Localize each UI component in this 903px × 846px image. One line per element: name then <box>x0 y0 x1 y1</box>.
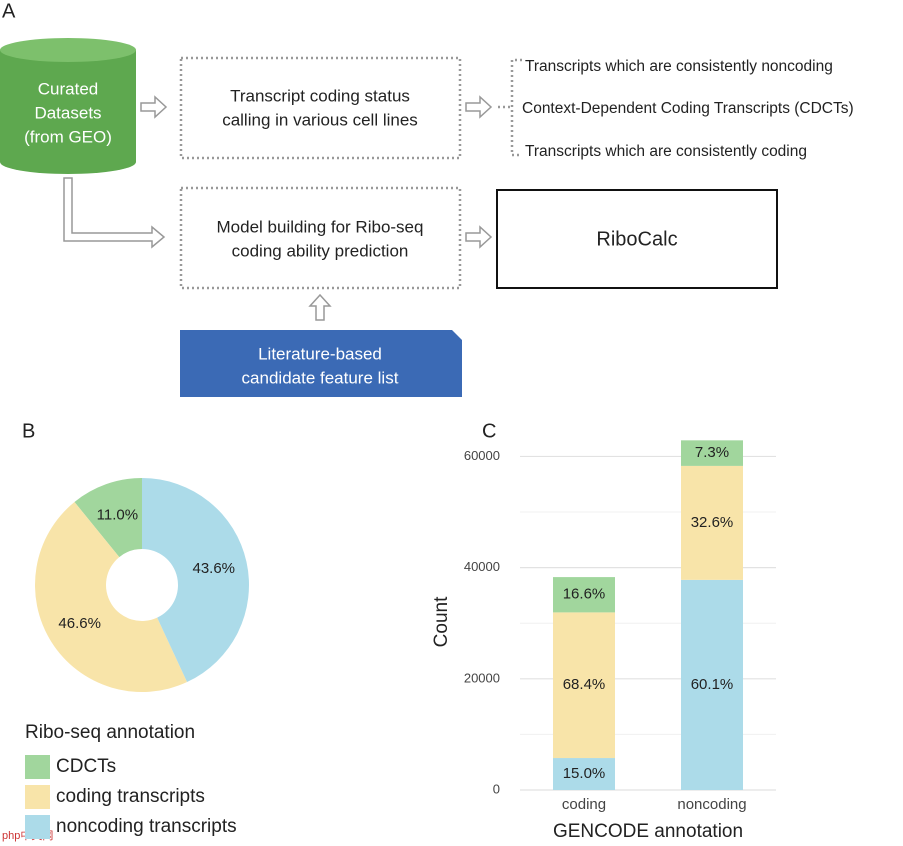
output-text: Transcripts which are consistently codin… <box>525 143 807 160</box>
arrow <box>308 293 332 321</box>
features-text: candidate feature list <box>242 368 399 387</box>
source-text: Curated <box>38 79 98 98</box>
legend-swatch <box>25 755 50 779</box>
bar-segment <box>681 579 743 790</box>
slice-label: 46.6% <box>58 615 101 632</box>
y-tick-label: 40000 <box>464 559 500 574</box>
legend-swatch <box>25 785 50 809</box>
status-text: Transcript coding status <box>230 86 410 105</box>
bar-segment <box>553 612 615 759</box>
y-tick-label: 0 <box>493 781 500 796</box>
result-box <box>496 189 778 289</box>
bracket <box>498 58 522 157</box>
legend-swatch <box>25 815 50 839</box>
bar-segment <box>681 465 743 580</box>
status-box <box>179 56 462 160</box>
features-text: Literature-based <box>258 344 382 363</box>
legend-title: Ribo-seq annotation <box>25 722 195 743</box>
result-text: RiboCalc <box>596 228 677 250</box>
model-text: Model building for Ribo-seq <box>217 217 424 236</box>
segment-label: 32.6% <box>691 514 734 531</box>
arrow <box>140 95 168 119</box>
segment-label: 15.0% <box>563 765 606 782</box>
status-text: calling in various cell lines <box>222 110 418 129</box>
bar-segment <box>553 758 615 790</box>
arrow <box>465 225 493 249</box>
legend-label: CDCTs <box>56 756 116 777</box>
features-box <box>180 330 462 397</box>
arrow <box>465 95 493 119</box>
source-text: Datasets <box>34 103 101 122</box>
y-tick-label: 60000 <box>464 448 500 463</box>
legend-label: noncoding transcripts <box>56 816 237 837</box>
panel-label: A <box>2 0 16 22</box>
segment-label: 60.1% <box>691 676 734 693</box>
model-box <box>179 186 462 290</box>
output-text: Context-Dependent Coding Transcripts (CD… <box>522 100 854 117</box>
x-axis-title: GENCODE annotation <box>553 821 743 842</box>
source-text: (from GEO) <box>24 127 112 146</box>
x-tick-label: noncoding <box>677 796 746 813</box>
x-tick-label: coding <box>562 796 606 813</box>
pie-slice <box>35 501 188 692</box>
bar-segment <box>553 577 615 613</box>
datasets-cylinder <box>0 38 136 174</box>
panel-label: C <box>482 420 496 442</box>
y-tick-label: 20000 <box>464 670 500 685</box>
y-axis-title: Count <box>431 596 452 647</box>
segment-label: 16.6% <box>563 586 606 603</box>
pie-slice <box>142 478 250 683</box>
segment-label: 68.4% <box>563 676 606 693</box>
pie-slice <box>74 478 142 558</box>
legend-label: coding transcripts <box>56 786 205 807</box>
model-text: coding ability prediction <box>232 241 409 260</box>
bar-segment <box>681 440 743 466</box>
arrow <box>63 177 166 249</box>
segment-label: 7.3% <box>695 444 729 461</box>
panel-label: B <box>22 420 35 442</box>
slice-label: 11.0% <box>97 507 138 524</box>
output-text: Transcripts which are consistently nonco… <box>525 58 833 75</box>
slice-label: 43.6% <box>192 560 235 577</box>
